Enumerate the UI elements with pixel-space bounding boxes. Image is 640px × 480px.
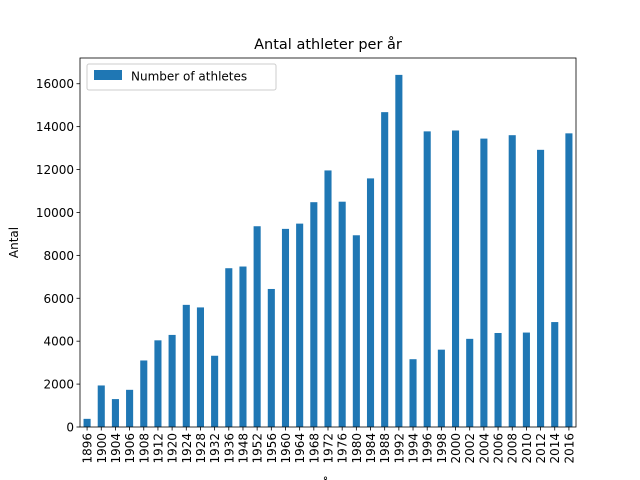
bar-1988 — [381, 112, 389, 427]
legend-label: Number of athletes — [131, 70, 247, 84]
x-tick-label: 1996 — [421, 433, 435, 464]
bar-1936 — [225, 268, 233, 427]
bar-1976 — [338, 201, 346, 427]
x-tick-label: 1956 — [265, 433, 279, 464]
plot-frame — [79, 57, 577, 428]
bar-1960 — [281, 228, 290, 427]
y-tick-label: 6000 — [43, 292, 74, 306]
y-axis-label: Antal — [7, 227, 21, 258]
x-axis-label: År — [321, 476, 334, 480]
bar-1904 — [111, 399, 119, 427]
x-tick-label: 2006 — [492, 433, 506, 464]
y-tick-label: 2000 — [43, 378, 74, 392]
x-tick-label: 2000 — [449, 433, 463, 464]
bar-1994 — [409, 359, 417, 427]
x-axis-ticks: 1896 1900 1904 1906 1908 1912 1920 1924 1928 1932… — [81, 427, 576, 464]
bar-2000 — [452, 130, 460, 427]
bar-1906 — [126, 389, 134, 427]
y-tick-label: 8000 — [43, 249, 74, 263]
bar-1996 — [423, 131, 431, 428]
x-tick-label: 2016 — [562, 433, 576, 464]
x-tick-label: 1948 — [236, 433, 250, 464]
x-tick-label: 1964 — [293, 433, 307, 464]
x-tick-label: 1976 — [336, 433, 350, 464]
x-tick-label: 1924 — [180, 433, 194, 464]
y-tick-label: 4000 — [43, 335, 74, 349]
bar-1980 — [352, 235, 360, 427]
x-tick-label: 1908 — [137, 433, 151, 464]
bar-1912 — [154, 340, 162, 427]
x-tick-label: 2014 — [548, 433, 562, 464]
bar-2014 — [551, 322, 559, 427]
y-tick-label: 12000 — [36, 163, 74, 177]
x-tick-label: 1932 — [208, 433, 222, 464]
y-tick-label: 16000 — [36, 77, 74, 91]
x-tick-label: 1994 — [407, 433, 421, 464]
bar-1900 — [97, 385, 105, 427]
bar-2008 — [508, 135, 516, 428]
legend-swatch — [94, 70, 122, 80]
x-tick-label: 1960 — [279, 433, 293, 464]
legend-box — [86, 63, 277, 91]
x-tick-label: 2004 — [477, 433, 491, 464]
x-tick-label: 1988 — [378, 433, 392, 464]
x-tick-label: 2010 — [520, 433, 534, 464]
x-tick-label: 1968 — [307, 433, 321, 464]
bar-1924 — [182, 304, 190, 427]
x-tick-label: 2012 — [534, 433, 548, 464]
bar-1948 — [239, 266, 247, 427]
bar-1964 — [296, 223, 304, 427]
x-tick-label: 1906 — [123, 433, 137, 464]
bar-2010 — [522, 332, 530, 427]
bar-1998 — [437, 349, 445, 427]
x-tick-label: 1928 — [194, 433, 208, 464]
x-tick-label: 1920 — [166, 433, 180, 464]
bar-1920 — [168, 334, 176, 427]
legend: Number of athletes — [86, 63, 277, 91]
bar-1984 — [366, 178, 375, 427]
bar-1908 — [140, 360, 148, 427]
bar-2002 — [466, 338, 474, 427]
x-tick-label: 1992 — [392, 433, 406, 464]
chart-title: Antal athleter per år — [254, 36, 402, 53]
x-tick-label: 1936 — [222, 433, 236, 464]
x-tick-label: 2008 — [506, 433, 520, 464]
y-axis-ticks: 0 2000 4000 6000 8000 10000 12000 14000 16000 — [36, 77, 80, 435]
x-tick-label: 1984 — [364, 433, 378, 464]
y-tick-label: 10000 — [36, 206, 74, 220]
x-tick-label: 1912 — [151, 433, 165, 464]
bar-1932 — [211, 355, 219, 427]
bar-1972 — [324, 170, 332, 427]
bar-2016 — [565, 133, 573, 427]
bars-group — [83, 74, 573, 428]
x-tick-label: 1980 — [350, 433, 364, 464]
x-tick-label: 1904 — [109, 433, 123, 464]
bar-1968 — [310, 202, 318, 427]
y-tick-label: 14000 — [36, 120, 74, 134]
bar-2006 — [494, 332, 502, 427]
x-tick-label: 1998 — [435, 433, 449, 464]
x-tick-label: 1952 — [251, 433, 265, 464]
bar-1952 — [253, 226, 261, 427]
x-tick-label: 2002 — [463, 433, 477, 464]
x-tick-label: 1896 — [81, 433, 95, 464]
bar-2004 — [480, 138, 488, 427]
bar-1956 — [267, 288, 275, 427]
y-tick-label: 0 — [66, 421, 74, 435]
bar-1928 — [196, 307, 204, 427]
x-tick-label: 1900 — [95, 433, 109, 464]
x-tick-label: 1972 — [322, 433, 336, 464]
bar-2012 — [537, 149, 545, 427]
bar-1992 — [395, 74, 403, 427]
bar-1896 — [83, 418, 91, 427]
